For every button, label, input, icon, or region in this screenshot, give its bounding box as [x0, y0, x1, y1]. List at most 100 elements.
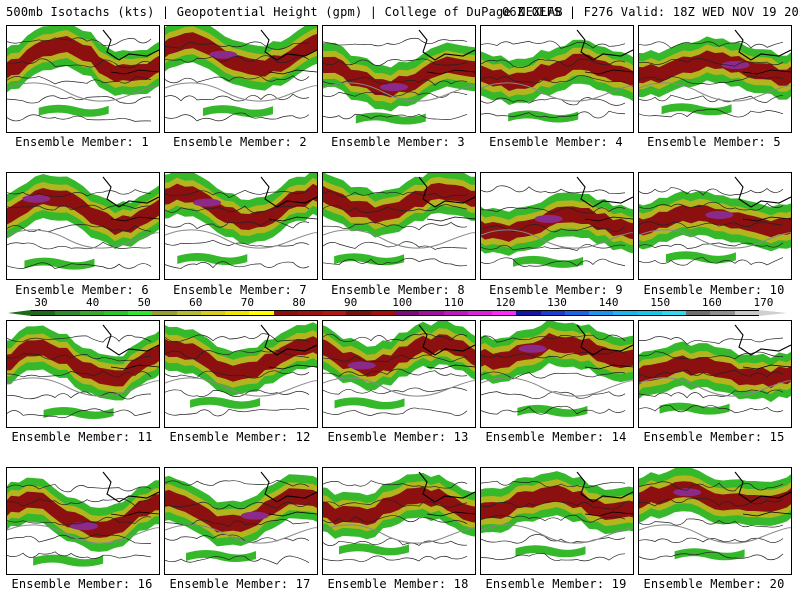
height-contour — [639, 108, 784, 118]
isotach-map — [165, 26, 317, 122]
country-border — [102, 324, 159, 356]
state-border — [584, 511, 633, 517]
jet-max-area — [240, 511, 269, 520]
height-contour — [7, 408, 152, 419]
state-border — [426, 216, 475, 222]
state-border — [110, 69, 159, 75]
country-border — [734, 324, 791, 356]
colorbar-swatch — [443, 310, 469, 316]
subtropical-jet-band — [202, 105, 273, 118]
height-contour — [7, 262, 152, 269]
country-border — [576, 29, 633, 61]
state-border — [110, 364, 159, 370]
height-contour — [7, 534, 152, 544]
subtropical-jet-band — [339, 543, 410, 556]
height-contour — [165, 479, 310, 488]
height-contour — [323, 37, 468, 47]
colorbar-swatch — [176, 310, 202, 316]
height-contour — [639, 221, 784, 229]
isotach-map — [7, 26, 159, 122]
colorbar-swatch — [467, 310, 493, 316]
state-border — [742, 364, 791, 370]
colorbar-swatch — [103, 310, 129, 316]
colorbar-swatch — [637, 310, 663, 316]
colorbar-swatch — [492, 310, 517, 316]
height-contour — [165, 93, 310, 102]
colorbar-swatch — [686, 310, 711, 316]
country-border — [734, 176, 791, 208]
height-contour — [7, 241, 152, 250]
height-contour — [639, 75, 784, 85]
height-contour — [481, 534, 626, 544]
colorbar-tick-label: 60 — [189, 296, 203, 309]
country-border — [576, 471, 633, 503]
colorbar-tick-label: 50 — [137, 296, 151, 309]
colorbar-swatch — [516, 310, 542, 316]
colorbar: 30 40 50 60 70 80 90 100 110 120 130 140 150 160 170 — [0, 296, 800, 320]
jet-core-band — [323, 56, 475, 98]
jet-core-band — [165, 488, 317, 533]
height-contour — [323, 407, 468, 417]
height-contour — [323, 480, 468, 489]
colorbar-swatch — [273, 310, 299, 316]
jet-max-area — [534, 214, 563, 223]
colorbar-tick-label: 40 — [85, 296, 100, 309]
isotach-map — [7, 324, 159, 419]
ensemble-panel — [6, 320, 160, 428]
zero-contour — [165, 82, 317, 102]
height-contour — [323, 368, 468, 377]
ensemble-member-label: Ensemble Member: 7 — [173, 283, 307, 297]
subtropical-jet-band — [38, 104, 109, 117]
country-border — [102, 176, 159, 208]
jet-core-band — [639, 481, 791, 512]
ensemble-member-label: Ensemble Member: 5 — [647, 135, 781, 149]
colorbar-swatch — [152, 310, 178, 316]
ensemble-member-label: Ensemble Member: 10 — [643, 283, 785, 297]
ensemble-panel — [6, 172, 160, 280]
subtropical-jet-band — [24, 257, 95, 270]
country-border — [102, 471, 159, 503]
jet-core-band — [481, 333, 633, 370]
height-contour — [481, 351, 626, 359]
colorbar-tick-label: 120 — [495, 296, 516, 309]
ensemble-member-label: Ensemble Member: 17 — [169, 577, 311, 591]
ensemble-panel — [638, 320, 792, 428]
ensemble-member-label: Ensemble Member: 12 — [169, 430, 311, 444]
height-contour — [323, 354, 468, 363]
ensemble-panel — [480, 25, 634, 133]
colorbar-swatch — [128, 310, 153, 316]
subtropical-jet-band — [513, 255, 584, 268]
isotach-map — [323, 471, 475, 562]
state-border — [268, 216, 317, 222]
state-border — [268, 69, 317, 75]
zero-contour — [639, 229, 791, 249]
zero-contour — [7, 82, 159, 102]
height-contour — [639, 336, 784, 345]
height-contour — [639, 201, 784, 211]
isotach-map — [323, 173, 475, 267]
jet-max-area — [22, 194, 51, 203]
colorbar-tick-label: 150 — [650, 296, 671, 309]
isotach-map — [7, 471, 159, 567]
colorbar-swatch — [419, 310, 445, 316]
ensemble-panel — [164, 172, 318, 280]
colorbar-swatch — [200, 310, 226, 316]
jet-core-band — [481, 206, 633, 242]
ensemble-member-label: Ensemble Member: 8 — [331, 283, 465, 297]
jet-max-area — [673, 488, 702, 497]
state-border — [742, 69, 791, 75]
height-contour — [323, 77, 468, 86]
height-contour — [639, 497, 784, 507]
country-border — [418, 29, 475, 61]
height-contour — [323, 333, 468, 342]
ensemble-member-label: Ensemble Member: 13 — [327, 430, 469, 444]
ensemble-panel — [6, 25, 160, 133]
height-contour — [481, 185, 626, 194]
height-contour — [7, 370, 152, 378]
jet-core-band — [7, 491, 159, 538]
height-contour — [481, 110, 626, 119]
colorbar-tick-label: 80 — [292, 296, 306, 309]
ensemble-member-label: Ensemble Member: 20 — [643, 577, 785, 591]
height-contour — [323, 499, 468, 508]
subtropical-jet-band — [186, 550, 257, 563]
